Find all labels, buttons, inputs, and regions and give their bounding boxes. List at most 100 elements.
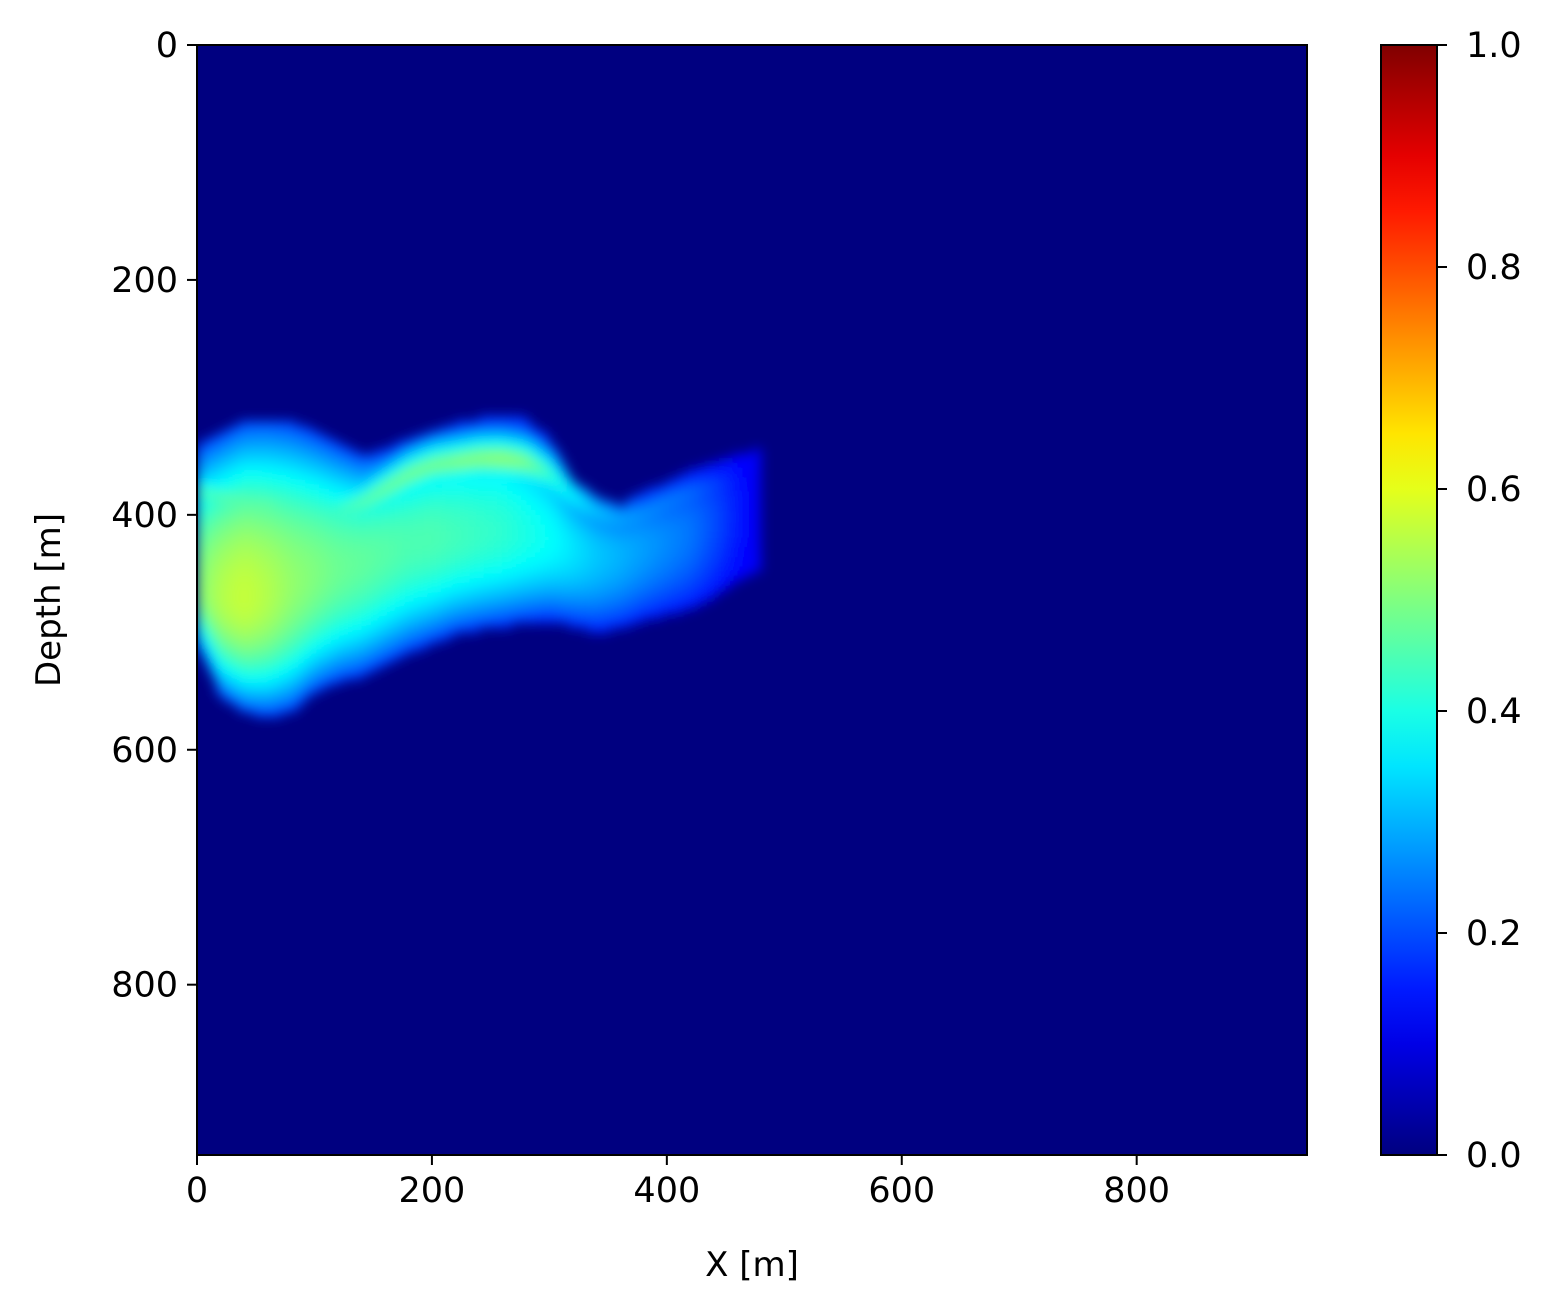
heatmap-cell	[539, 514, 546, 521]
heatmap-cell	[507, 566, 513, 572]
heatmap-cell	[215, 571, 222, 577]
heatmap-cell	[305, 641, 311, 647]
heatmap-cell	[239, 472, 245, 478]
heatmap-cell	[384, 547, 391, 554]
heatmap-cell	[211, 439, 217, 445]
heatmap-cell	[455, 618, 461, 624]
heatmap-cell	[234, 618, 240, 624]
heatmap-cell	[328, 467, 334, 474]
heatmap-cell	[493, 613, 499, 619]
heatmap-cell	[333, 665, 339, 671]
heatmap-cell	[558, 533, 565, 539]
heatmap-cell	[709, 496, 715, 502]
heatmap-cell	[248, 467, 254, 474]
heatmap-cell	[295, 449, 301, 455]
heatmap-cell	[544, 585, 550, 591]
heatmap-cell	[577, 500, 583, 507]
heatmap-cell	[201, 439, 207, 445]
heatmap-cell	[516, 496, 522, 502]
heatmap-cell	[380, 622, 386, 629]
heatmap-cell	[220, 449, 226, 455]
heatmap-cell	[366, 528, 372, 535]
heatmap-cell	[413, 543, 419, 549]
heatmap-cell	[746, 463, 753, 469]
heatmap-cell	[676, 481, 682, 488]
heatmap-cell	[431, 430, 438, 436]
heatmap-cell	[197, 618, 203, 624]
heatmap-cell	[577, 491, 583, 497]
heatmap-cell	[300, 458, 306, 464]
heatmap-cell	[596, 505, 602, 511]
heatmap-cell	[295, 496, 301, 502]
heatmap-cell	[281, 665, 287, 671]
heatmap-cell	[258, 430, 264, 436]
heatmap-cell	[554, 481, 560, 488]
heatmap-cell	[225, 683, 231, 690]
heatmap-cell	[229, 486, 236, 492]
heatmap-cell	[507, 467, 513, 474]
heatmap-cell	[276, 702, 283, 709]
heatmap-cell	[469, 430, 475, 436]
heatmap-cell	[624, 552, 630, 558]
heatmap-cell	[709, 566, 715, 572]
heatmap-cell	[267, 608, 273, 615]
heatmap-cell	[380, 449, 386, 455]
heatmap-cell	[337, 552, 344, 558]
heatmap-cell	[464, 420, 471, 427]
heatmap-cell	[389, 627, 395, 633]
heatmap-cell	[305, 528, 311, 535]
heatmap-cell	[375, 533, 381, 539]
heatmap-cell	[300, 660, 306, 666]
heatmap-cell	[478, 449, 485, 455]
heatmap-cell	[206, 543, 212, 549]
heatmap-cell	[460, 524, 466, 530]
heatmap-cell	[427, 590, 433, 596]
heatmap-cell	[516, 594, 522, 601]
heatmap-cell	[356, 590, 363, 596]
heatmap-cell	[709, 467, 715, 474]
heatmap-cell	[742, 453, 748, 460]
heatmap-cell	[450, 510, 457, 516]
heatmap-cell	[713, 491, 720, 497]
heatmap-cell	[319, 500, 325, 507]
heatmap-cell	[680, 500, 687, 507]
heatmap-cell	[239, 618, 245, 624]
heatmap-cell	[399, 524, 405, 530]
heatmap-cell	[253, 580, 259, 586]
heatmap-cell	[413, 613, 419, 619]
heatmap-cell	[319, 580, 325, 586]
heatmap-cell	[206, 585, 212, 591]
heatmap-cell	[648, 514, 654, 521]
heatmap-cell	[262, 688, 269, 694]
heatmap-cell	[474, 585, 480, 591]
heatmap-cell	[544, 575, 550, 582]
heatmap-cell	[337, 557, 344, 563]
heatmap-cell	[568, 608, 574, 615]
heatmap-cell	[361, 458, 367, 464]
heatmap-cell	[356, 463, 363, 469]
heatmap-cell	[464, 618, 471, 624]
heatmap-cell	[408, 472, 414, 478]
heatmap-cell	[497, 444, 503, 450]
heatmap-cell	[258, 524, 264, 530]
heatmap-cell	[558, 571, 565, 577]
heatmap-cell	[290, 632, 297, 638]
heatmap-cell	[516, 533, 522, 539]
heatmap-cell	[483, 416, 489, 422]
heatmap-cell	[431, 604, 438, 610]
heatmap-cell	[478, 599, 485, 605]
heatmap-cell	[281, 683, 287, 690]
heatmap-cell	[276, 561, 283, 568]
heatmap-cell	[272, 505, 278, 511]
heatmap-cell	[375, 463, 381, 469]
heatmap-cell	[648, 599, 654, 605]
heatmap-cell	[380, 505, 386, 511]
heatmap-cell	[652, 533, 659, 539]
heatmap-cell	[436, 594, 442, 601]
heatmap-cell	[460, 430, 466, 436]
heatmap-cell	[267, 679, 273, 685]
heatmap-cell	[610, 561, 616, 568]
heatmap-cell	[375, 613, 381, 619]
heatmap-cell	[229, 669, 236, 676]
heatmap-cell	[225, 669, 231, 676]
